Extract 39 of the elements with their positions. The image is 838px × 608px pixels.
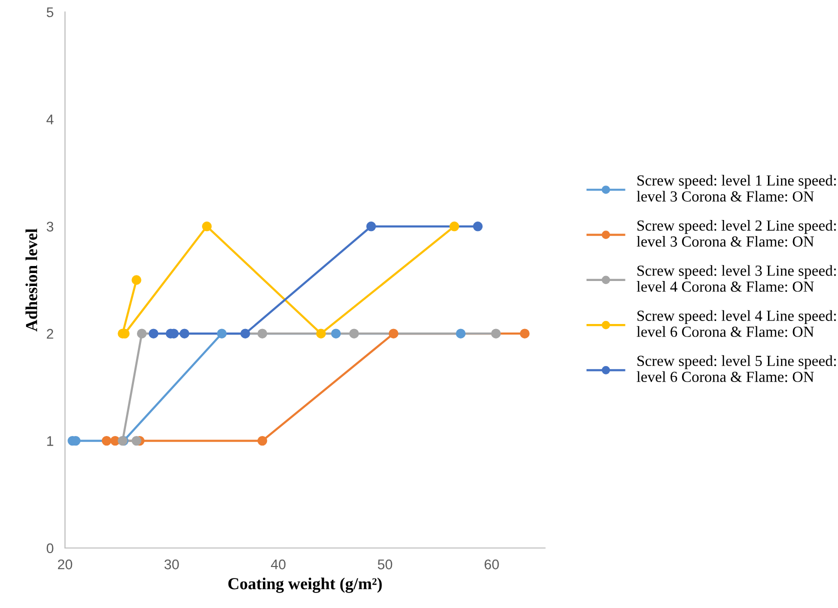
y-tick-label: 2 bbox=[46, 328, 54, 339]
y-tick-label: 0 bbox=[46, 543, 54, 554]
point bbox=[240, 328, 250, 338]
point bbox=[148, 328, 158, 338]
point bbox=[331, 328, 341, 338]
legend-label: Screw speed: level 3 Line speed: level 4 Corona & Flame: ON bbox=[636, 265, 836, 292]
point bbox=[216, 328, 227, 338]
x-tick-label: 40 bbox=[270, 559, 286, 570]
point bbox=[388, 328, 398, 338]
point bbox=[257, 436, 268, 446]
point bbox=[349, 328, 359, 338]
point bbox=[136, 328, 147, 338]
point bbox=[456, 328, 466, 338]
y-tick-label: 1 bbox=[47, 436, 54, 446]
legend-label: Screw speed: level 4 Line speed: level 6 Corona & Flame: ON bbox=[636, 310, 836, 337]
point bbox=[316, 328, 326, 338]
point bbox=[257, 328, 268, 338]
y-tick-label: 3 bbox=[46, 222, 54, 232]
point bbox=[449, 222, 460, 232]
x-tick-label: 30 bbox=[164, 559, 179, 570]
point bbox=[132, 275, 142, 285]
legend-label: Screw speed: level 1 Line speed: level 3 Corona & Flame: ON bbox=[636, 174, 836, 202]
x-axis-title: Coating weight (g/m²) bbox=[228, 578, 382, 593]
legend-label: Screw speed: level 2 Line speed: level 3 Corona & Flame: ON bbox=[636, 220, 836, 247]
legend-label: Screw speed: level 5 Line speed: level 6 Corona & Flame: ON bbox=[636, 355, 836, 382]
point bbox=[520, 328, 530, 338]
point bbox=[491, 328, 501, 338]
y-axis-title: Adhesion level bbox=[25, 228, 38, 332]
x-tick-label: 60 bbox=[484, 559, 499, 570]
point bbox=[366, 222, 376, 232]
point bbox=[202, 222, 212, 232]
point bbox=[132, 436, 142, 446]
y-tick-label: 4 bbox=[46, 114, 54, 124]
point bbox=[102, 436, 112, 446]
x-tick-label: 20 bbox=[58, 559, 72, 570]
point bbox=[180, 328, 190, 338]
point bbox=[472, 222, 483, 232]
y-tick-label: 5 bbox=[46, 7, 54, 18]
x-tick-label: 50 bbox=[378, 559, 392, 570]
